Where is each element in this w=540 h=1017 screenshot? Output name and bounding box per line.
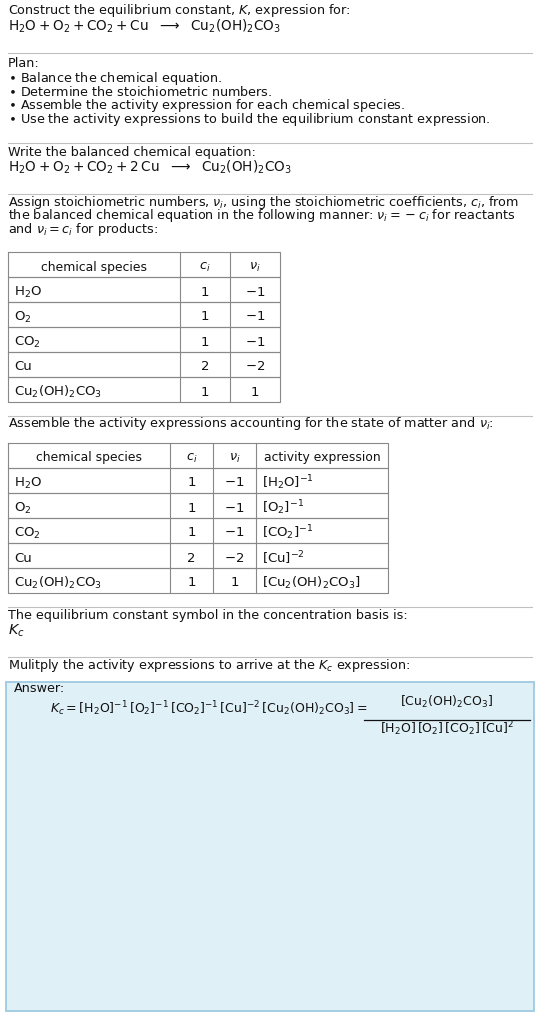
Text: 2: 2 (187, 551, 195, 564)
Text: 1: 1 (187, 477, 195, 489)
Text: $-1$: $-1$ (245, 286, 265, 299)
Text: $[\mathrm{H_2O}]^{-1}$: $[\mathrm{H_2O}]^{-1}$ (262, 474, 314, 492)
Text: Plan:: Plan: (8, 57, 40, 70)
Text: $\mathrm{O_2}$: $\mathrm{O_2}$ (14, 309, 31, 324)
Text: $-1$: $-1$ (245, 310, 265, 323)
Text: $\mathrm{Cu_2(OH)_2CO_3}$: $\mathrm{Cu_2(OH)_2CO_3}$ (14, 384, 102, 400)
Text: $\mathrm{O_2}$: $\mathrm{O_2}$ (14, 500, 31, 516)
Text: $\bullet$ Determine the stoichiometric numbers.: $\bullet$ Determine the stoichiometric n… (8, 84, 272, 99)
Text: 1: 1 (251, 385, 259, 399)
Text: $[\mathrm{H_2O}]\,[\mathrm{O_2}]\,[\mathrm{CO_2}]\,[\mathrm{Cu}]^2$: $[\mathrm{H_2O}]\,[\mathrm{O_2}]\,[\math… (380, 720, 514, 738)
Text: $[\mathrm{Cu_2(OH)_2CO_3}]$: $[\mathrm{Cu_2(OH)_2CO_3}]$ (401, 694, 494, 710)
Text: $\mathrm{H_2O + O_2 + CO_2 + 2\,Cu}$  $\longrightarrow$  $\mathrm{Cu_2(OH)_2CO_3: $\mathrm{H_2O + O_2 + CO_2 + 2\,Cu}$ $\l… (8, 159, 292, 176)
Text: $c_i$: $c_i$ (199, 260, 211, 274)
Text: $\mathrm{Cu_2(OH)_2CO_3}$: $\mathrm{Cu_2(OH)_2CO_3}$ (14, 575, 102, 591)
Text: $-2$: $-2$ (245, 360, 265, 373)
Text: $[\mathrm{Cu}]^{-2}$: $[\mathrm{Cu}]^{-2}$ (262, 549, 305, 566)
Text: $K_c$: $K_c$ (8, 622, 25, 639)
Text: $\bullet$ Assemble the activity expression for each chemical species.: $\bullet$ Assemble the activity expressi… (8, 97, 405, 114)
Text: $\bullet$ Balance the chemical equation.: $\bullet$ Balance the chemical equation. (8, 70, 222, 87)
FancyBboxPatch shape (6, 681, 534, 1011)
Text: 1: 1 (201, 385, 210, 399)
Text: Answer:: Answer: (14, 681, 65, 695)
Text: and $\nu_i = c_i$ for products:: and $\nu_i = c_i$ for products: (8, 221, 158, 238)
Text: $\mathrm{CO_2}$: $\mathrm{CO_2}$ (14, 335, 40, 350)
Text: The equilibrium constant symbol in the concentration basis is:: The equilibrium constant symbol in the c… (8, 608, 408, 621)
Text: $[\mathrm{Cu_2(OH)_2CO_3}]$: $[\mathrm{Cu_2(OH)_2CO_3}]$ (262, 575, 361, 591)
Text: 1: 1 (201, 286, 210, 299)
Text: $-1$: $-1$ (224, 477, 245, 489)
Text: $-2$: $-2$ (225, 551, 245, 564)
Text: Construct the equilibrium constant, $K$, expression for:: Construct the equilibrium constant, $K$,… (8, 2, 350, 19)
Text: chemical species: chemical species (36, 452, 142, 465)
Text: $-1$: $-1$ (224, 501, 245, 515)
Text: Write the balanced chemical equation:: Write the balanced chemical equation: (8, 146, 256, 159)
Text: $\bullet$ Use the activity expressions to build the equilibrium constant express: $\bullet$ Use the activity expressions t… (8, 111, 491, 127)
Text: $-1$: $-1$ (224, 527, 245, 539)
Text: 1: 1 (230, 577, 239, 590)
Text: Cu: Cu (14, 551, 32, 564)
Text: $K_c = [\mathrm{H_2O}]^{-1}\,[\mathrm{O_2}]^{-1}\,[\mathrm{CO_2}]^{-1}\,[\mathrm: $K_c = [\mathrm{H_2O}]^{-1}\,[\mathrm{O_… (50, 700, 368, 718)
Text: $c_i$: $c_i$ (186, 452, 197, 465)
Text: $[\mathrm{CO_2}]^{-1}$: $[\mathrm{CO_2}]^{-1}$ (262, 524, 313, 542)
Text: the balanced chemical equation in the following manner: $\nu_i = -c_i$ for react: the balanced chemical equation in the fo… (8, 207, 515, 225)
Text: Assemble the activity expressions accounting for the state of matter and $\nu_i$: Assemble the activity expressions accoun… (8, 416, 494, 432)
Text: 1: 1 (187, 527, 195, 539)
Text: $\nu_i$: $\nu_i$ (229, 452, 240, 465)
Text: $\mathrm{H_2O}$: $\mathrm{H_2O}$ (14, 285, 42, 300)
Text: 2: 2 (201, 360, 210, 373)
Text: $-1$: $-1$ (245, 336, 265, 349)
Text: $\mathrm{H_2O}$: $\mathrm{H_2O}$ (14, 476, 42, 490)
Text: 1: 1 (201, 336, 210, 349)
Text: chemical species: chemical species (41, 260, 147, 274)
Text: $\mathrm{CO_2}$: $\mathrm{CO_2}$ (14, 526, 40, 541)
Text: 1: 1 (187, 577, 195, 590)
Text: Mulitply the activity expressions to arrive at the $K_c$ expression:: Mulitply the activity expressions to arr… (8, 657, 410, 673)
Text: Assign stoichiometric numbers, $\nu_i$, using the stoichiometric coefficients, $: Assign stoichiometric numbers, $\nu_i$, … (8, 194, 519, 211)
Text: Cu: Cu (14, 360, 32, 373)
Text: 1: 1 (187, 501, 195, 515)
Text: 1: 1 (201, 310, 210, 323)
Text: activity expression: activity expression (264, 452, 380, 465)
Text: $\nu_i$: $\nu_i$ (249, 260, 261, 274)
Text: $\mathrm{H_2O + O_2 + CO_2 + Cu}$  $\longrightarrow$  $\mathrm{Cu_2(OH)_2CO_3}$: $\mathrm{H_2O + O_2 + CO_2 + Cu}$ $\long… (8, 18, 281, 36)
Text: $[\mathrm{O_2}]^{-1}$: $[\mathrm{O_2}]^{-1}$ (262, 498, 304, 518)
